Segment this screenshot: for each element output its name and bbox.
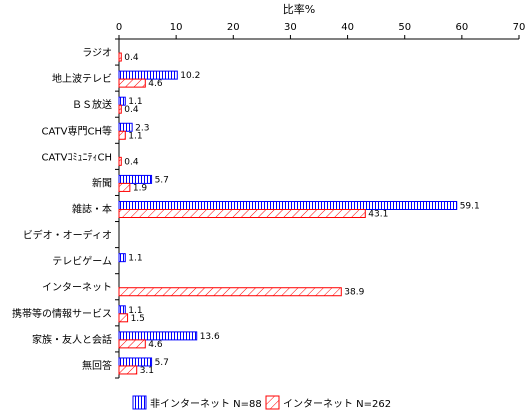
data-label: 1.1: [128, 97, 142, 107]
category-label: ラジオ: [82, 47, 112, 59]
data-label: 1.1: [128, 131, 142, 141]
category-label: インターネット: [42, 282, 112, 294]
bar-non-internet: [118, 357, 153, 367]
plot-area: 0 10 20 30 40 50 60 70 ラジオ 0.4 地上波テレビ 10.2 4.6 ＢＳ放送 1.…: [12, 22, 526, 379]
legend-swatch-non-internet: [132, 395, 147, 410]
category-label: 地上波テレビ: [52, 72, 112, 85]
category-label: 新聞: [92, 176, 112, 189]
data-label: 4.6: [148, 340, 163, 350]
bar-internet: [118, 130, 126, 140]
bar-non-internet: [118, 70, 178, 80]
x-tick-label: 60: [455, 22, 468, 33]
category-label: 雑誌・本: [72, 203, 112, 216]
x-tick-label: 30: [284, 22, 297, 33]
data-label: 1.1: [128, 254, 142, 264]
bar-internet: [118, 104, 122, 114]
bar-internet: [118, 365, 138, 375]
bar-internet: [118, 209, 366, 218]
category-label: テレビゲーム: [52, 256, 112, 268]
legend-label: 非インターネット N=88: [150, 398, 262, 410]
data-label: 1.9: [133, 183, 148, 193]
category-label: ＢＳ放送: [72, 98, 112, 111]
data-label: 2.3: [135, 123, 149, 133]
x-tick-label: 0: [116, 22, 122, 33]
legend: 非インターネット N=88 インターネット N=262: [132, 395, 391, 410]
data-label: 5.7: [155, 358, 169, 368]
data-label: 1.1: [128, 306, 142, 316]
x-tick-label: 70: [513, 22, 526, 33]
bar-non-internet: [118, 331, 198, 341]
x-tick-label: 50: [398, 22, 411, 33]
data-label: 43.1: [368, 210, 388, 220]
bar-non-internet: [118, 174, 153, 184]
data-label: 4.6: [148, 79, 163, 89]
data-label: 10.2: [180, 71, 200, 81]
x-tick-label: 20: [227, 22, 240, 33]
data-label: 13.6: [200, 332, 220, 342]
legend-swatch-internet: [265, 395, 280, 410]
data-label: 38.9: [344, 288, 364, 298]
category-label: 携帯等の情報サービス: [12, 307, 112, 320]
bar-internet: [118, 156, 122, 166]
bar-internet: [118, 78, 146, 88]
category-label: ビデオ・オーディオ: [23, 229, 112, 242]
data-label: 5.7: [155, 175, 169, 185]
bar-non-internet: [118, 201, 458, 210]
bar-internet: [118, 313, 129, 323]
data-label: 0.4: [124, 53, 139, 63]
data-label: 3.1: [140, 366, 154, 376]
bar-non-internet: [118, 96, 126, 106]
data-label: 0.4: [124, 157, 139, 167]
x-tick-label: 10: [170, 22, 183, 33]
category-label: 無回答: [82, 359, 112, 372]
data-label: 0.4: [124, 105, 139, 115]
legend-label: インターネット N=262: [283, 398, 391, 410]
category-label: CATVｺﾐｭﾆﾃｨCH: [42, 152, 113, 163]
category-label: 家族・友人と会話: [32, 333, 112, 346]
chart-title: 比率%: [283, 2, 315, 16]
category-label: CATV専門CH等: [42, 124, 113, 137]
bar-non-internet: [118, 122, 133, 132]
bar-internet: [118, 52, 122, 62]
bar-internet: [118, 182, 131, 192]
bar-internet: [118, 339, 146, 349]
data-label: 59.1: [460, 202, 480, 212]
data-label: 1.5: [131, 314, 145, 324]
bar-non-internet: [118, 253, 126, 263]
bar-non-internet: [118, 305, 126, 315]
x-tick-label: 40: [341, 22, 354, 33]
bar-internet: [118, 287, 342, 297]
